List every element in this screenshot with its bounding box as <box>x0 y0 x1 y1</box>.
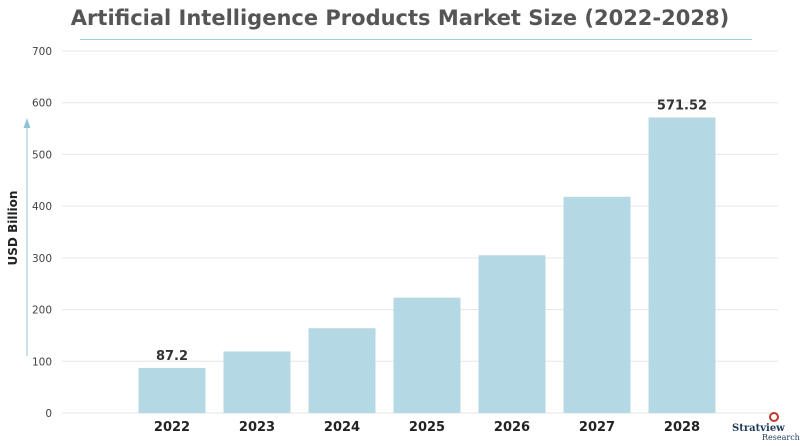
bar-2026 <box>478 255 546 413</box>
data-label-2028: 571.52 <box>657 98 707 113</box>
bar-2028 <box>648 117 716 414</box>
x-tick-label: 2026 <box>494 420 530 435</box>
magnifier-icon <box>769 412 779 422</box>
y-tick-label: 0 <box>45 408 52 420</box>
bar-2022 <box>138 367 206 413</box>
data-label-2022: 87.2 <box>156 349 188 364</box>
y-tick-labels: 0 100 200 300 400 500 600 700 <box>32 46 52 420</box>
x-tick-label: 2022 <box>154 420 190 435</box>
y-tick-label: 400 <box>32 201 52 213</box>
y-tick-label: 500 <box>32 149 52 161</box>
y-axis-label: USD Billion <box>6 191 20 266</box>
y-tick-label: 600 <box>32 98 52 110</box>
y-axis-arrow-head <box>23 118 31 128</box>
y-tick-label: 100 <box>32 356 52 368</box>
bar-2023 <box>223 351 291 413</box>
bars <box>138 117 716 414</box>
chart-title: Artificial Intelligence Products Market … <box>70 6 730 30</box>
x-tick-label: 2025 <box>409 420 445 435</box>
x-tick-labels: 2022 2023 2024 2025 2026 2027 2028 <box>154 420 700 435</box>
brand-name: Stratview <box>732 423 785 434</box>
brand-sub: Research <box>762 433 800 442</box>
title-underline <box>80 39 752 40</box>
y-tick-label: 300 <box>32 253 52 265</box>
y-axis: USD Billion <box>6 118 31 356</box>
data-labels: 87.2 571.52 <box>156 98 707 363</box>
y-tick-label: 200 <box>32 305 52 317</box>
stratview-logo: Stratview Research <box>728 412 800 444</box>
bar-2024 <box>308 328 376 413</box>
x-tick-label: 2024 <box>324 420 360 435</box>
x-tick-label: 2028 <box>664 420 700 435</box>
bar-2027 <box>563 196 631 413</box>
x-tick-label: 2027 <box>579 420 615 435</box>
y-tick-label: 700 <box>32 46 52 58</box>
x-tick-label: 2023 <box>239 420 275 435</box>
bar-2025 <box>393 297 461 413</box>
